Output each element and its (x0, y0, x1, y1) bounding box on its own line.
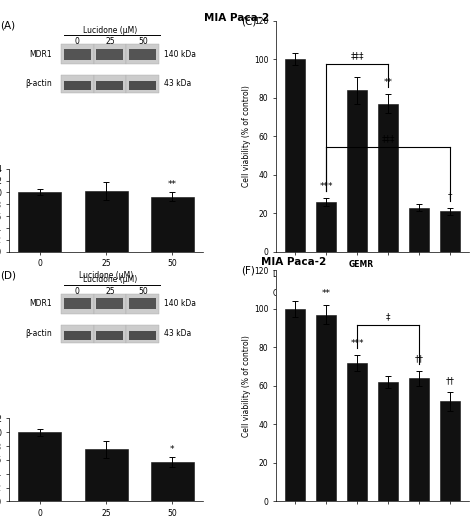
FancyBboxPatch shape (96, 49, 123, 60)
Bar (409, 207, 429, 252)
Text: 0: 0 (75, 286, 80, 296)
Bar (316, 315, 336, 501)
FancyBboxPatch shape (64, 81, 91, 90)
Text: MIA Paca-2: MIA Paca-2 (204, 13, 270, 23)
Bar (347, 90, 367, 252)
Text: ‡‡‡: ‡‡‡ (382, 134, 395, 144)
Text: (D): (D) (0, 270, 16, 280)
FancyBboxPatch shape (127, 325, 159, 343)
Text: 25: 25 (105, 37, 115, 46)
Text: †: † (448, 192, 453, 201)
Bar (151, 462, 194, 501)
Text: *: * (170, 445, 174, 454)
Bar (18, 432, 61, 501)
FancyBboxPatch shape (64, 49, 91, 60)
Text: (F): (F) (241, 266, 255, 276)
Text: -: - (356, 289, 358, 298)
FancyBboxPatch shape (127, 44, 159, 65)
Bar (378, 382, 398, 501)
Bar (84, 449, 128, 501)
Text: Gemcitabine (0.5 μM): Gemcitabine (0.5 μM) (273, 289, 356, 298)
Bar (84, 191, 128, 252)
FancyBboxPatch shape (93, 75, 127, 94)
Text: -: - (293, 270, 296, 279)
FancyBboxPatch shape (93, 44, 127, 65)
Text: MDR1: MDR1 (29, 299, 52, 309)
FancyBboxPatch shape (61, 44, 93, 65)
Text: (A): (A) (0, 21, 15, 31)
Text: 140 kDa: 140 kDa (164, 299, 196, 309)
FancyBboxPatch shape (129, 331, 156, 340)
Text: -: - (293, 289, 296, 298)
X-axis label: Lucidone (μM): Lucidone (μM) (79, 271, 133, 280)
FancyBboxPatch shape (96, 81, 123, 90)
Text: ***: *** (350, 339, 364, 348)
Text: 43 kDa: 43 kDa (164, 329, 191, 338)
Text: 25: 25 (105, 286, 115, 296)
FancyBboxPatch shape (127, 75, 159, 94)
Text: 43 kDa: 43 kDa (164, 79, 191, 88)
Text: 25: 25 (414, 270, 424, 279)
Text: ††: †† (446, 376, 455, 385)
Text: β-actin: β-actin (25, 79, 52, 88)
Bar (285, 309, 305, 501)
Text: **: ** (321, 289, 330, 298)
Bar (440, 401, 460, 501)
Text: 0: 0 (75, 37, 80, 46)
Text: 25: 25 (352, 270, 362, 279)
Bar (378, 103, 398, 252)
Bar (409, 378, 429, 501)
FancyBboxPatch shape (61, 75, 93, 94)
Bar (285, 59, 305, 252)
Text: (C): (C) (241, 16, 257, 26)
Text: -: - (387, 289, 390, 298)
Bar (440, 211, 460, 252)
Text: Lucidone (μM): Lucidone (μM) (273, 270, 328, 279)
Text: MDR1: MDR1 (29, 50, 52, 59)
Text: -: - (325, 270, 328, 279)
FancyBboxPatch shape (61, 325, 93, 343)
Y-axis label: Cell viability (% of control): Cell viability (% of control) (242, 335, 251, 437)
Text: +: + (416, 289, 422, 298)
Text: +: + (323, 289, 329, 298)
Text: 140 kDa: 140 kDa (164, 50, 196, 59)
Bar (18, 192, 61, 252)
FancyBboxPatch shape (129, 49, 156, 60)
FancyBboxPatch shape (129, 81, 156, 90)
Text: β-actin: β-actin (25, 329, 52, 338)
Text: 50: 50 (138, 286, 148, 296)
FancyBboxPatch shape (64, 298, 91, 310)
Text: Lucidone (μM): Lucidone (μM) (83, 26, 137, 35)
FancyBboxPatch shape (96, 298, 123, 310)
Text: Lucidone (μM): Lucidone (μM) (83, 276, 137, 284)
Text: ‡‡‡: ‡‡‡ (350, 51, 364, 60)
Bar (347, 363, 367, 501)
Text: ***: *** (319, 182, 333, 191)
Y-axis label: Cell viability (% of control): Cell viability (% of control) (242, 85, 251, 187)
Text: +: + (447, 289, 454, 298)
Text: **: ** (384, 78, 393, 87)
FancyBboxPatch shape (96, 331, 123, 340)
FancyBboxPatch shape (93, 325, 127, 343)
Text: GEMR: GEMR (348, 260, 374, 268)
Text: **: ** (168, 180, 177, 189)
Text: MIA Paca-2: MIA Paca-2 (261, 257, 327, 267)
Text: 50: 50 (138, 37, 148, 46)
FancyBboxPatch shape (61, 294, 93, 314)
Bar (151, 196, 194, 252)
FancyBboxPatch shape (127, 294, 159, 314)
FancyBboxPatch shape (64, 331, 91, 340)
Text: ‡: ‡ (386, 313, 391, 322)
FancyBboxPatch shape (129, 298, 156, 310)
FancyBboxPatch shape (93, 294, 127, 314)
Bar (316, 202, 336, 252)
Text: 50: 50 (446, 270, 455, 279)
Text: 50: 50 (383, 270, 393, 279)
Text: ††: †† (415, 355, 424, 363)
